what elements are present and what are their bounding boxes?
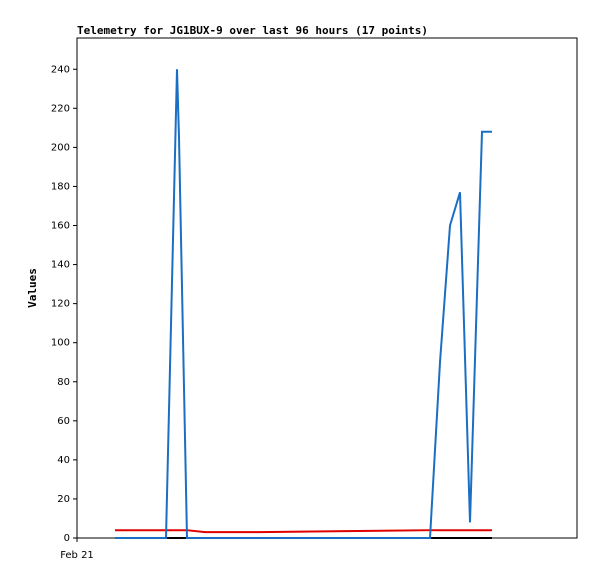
x-tick-label: Feb 21 xyxy=(60,550,94,561)
y-tick-label: 20 xyxy=(57,494,70,505)
y-tick-label: 160 xyxy=(51,221,70,232)
y-tick-label: 40 xyxy=(57,455,70,466)
y-tick-label: 0 xyxy=(64,533,70,544)
y-tick-label: 100 xyxy=(51,338,70,349)
y-tick-label: 120 xyxy=(51,299,70,310)
y-tick-label: 200 xyxy=(51,142,70,153)
y-tick-label: 80 xyxy=(57,377,70,388)
plot-frame xyxy=(76,37,578,539)
y-tick-label: 240 xyxy=(51,64,70,75)
y-tick-label: 180 xyxy=(51,181,70,192)
y-axis-label: Values xyxy=(26,268,39,308)
y-tick-label: 60 xyxy=(57,416,70,427)
series-line xyxy=(115,529,492,534)
y-tick-label: 220 xyxy=(51,103,70,114)
chart-title: Telemetry for JG1BUX-9 over last 96 hour… xyxy=(77,24,428,37)
series-line xyxy=(115,69,492,539)
y-tick-label: 140 xyxy=(51,260,70,271)
